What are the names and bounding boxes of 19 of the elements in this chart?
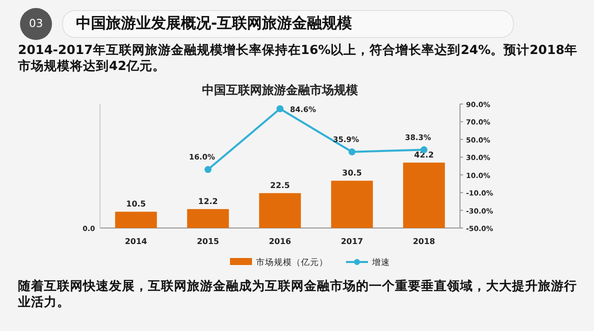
intro-text: 2014-2017年互联网旅游金融规模增长率保持在16%以上，符合增长率达到24%。预计2018年市场规模将达到42亿元。 bbox=[18, 42, 578, 74]
data-label: 12.2 bbox=[198, 197, 218, 206]
x-tick-label: 2017 bbox=[340, 237, 364, 246]
data-label: 30.5 bbox=[342, 168, 362, 178]
x-tick-label: 2018 bbox=[412, 237, 436, 246]
legend-label: 增速 bbox=[371, 257, 390, 268]
point bbox=[348, 148, 356, 156]
closing-text: 随着互联网快速发展，互联网旅游金融成为互联网金融市场的一个重要垂直领域，大大提升旅游行业活力。 bbox=[18, 278, 578, 310]
data-label: 10.5 bbox=[126, 200, 146, 209]
legend-label: 市场规模（亿元） bbox=[256, 257, 328, 268]
slide-heading: 中国旅游业发展概况-互联网旅游金融规模 bbox=[76, 14, 352, 33]
chart-title: 中国互联网旅游金融市场规模 bbox=[202, 83, 358, 97]
x-tick-label: 2016 bbox=[268, 237, 292, 246]
data-label: 22.5 bbox=[270, 181, 290, 190]
point bbox=[276, 105, 284, 112]
x-tick-label: 2015 bbox=[196, 237, 220, 246]
section-number: 03 bbox=[20, 8, 52, 40]
point bbox=[204, 166, 212, 174]
x-tick-label: 2014 bbox=[124, 237, 148, 246]
